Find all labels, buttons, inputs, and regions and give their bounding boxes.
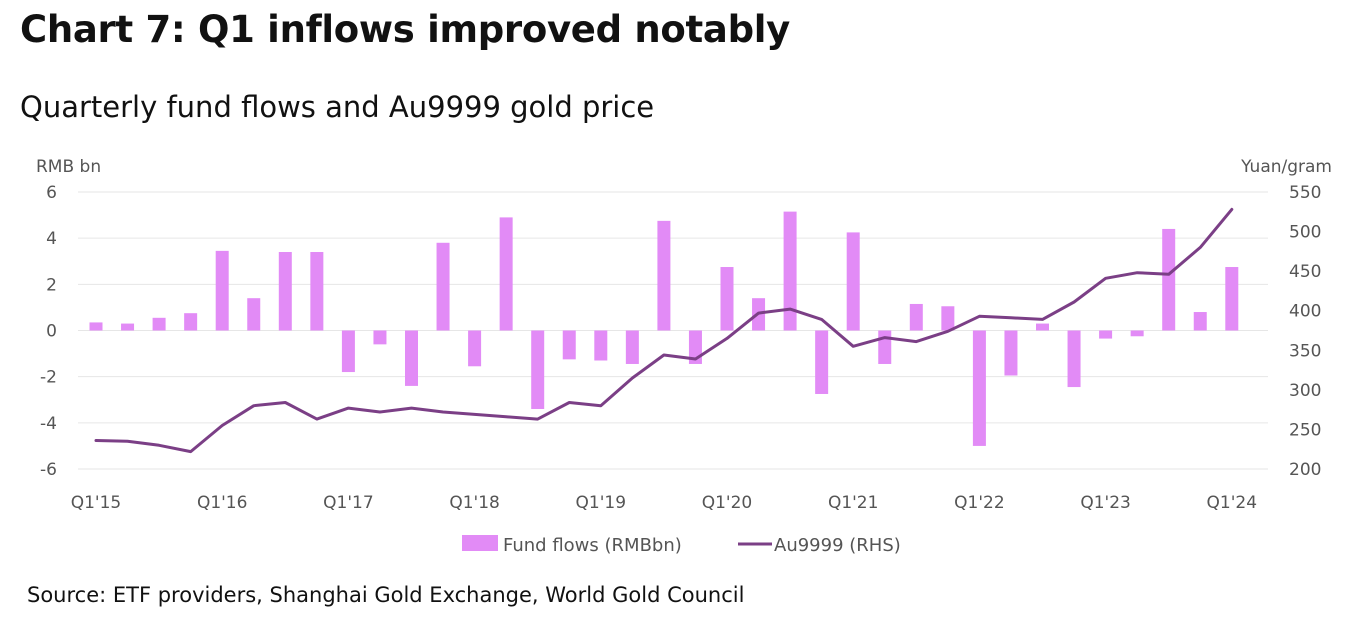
x-tick-label: Q1'18 (449, 493, 500, 513)
left-tick-label: 6 (46, 183, 57, 203)
fund-flow-bar (278, 252, 292, 331)
source-note: Source: ETF providers, Shanghai Gold Exc… (27, 583, 745, 607)
fund-flow-bar (310, 252, 324, 331)
left-axis-title: RMB bn (36, 157, 101, 177)
fund-flow-bar (846, 232, 860, 331)
left-tick-label: -6 (40, 460, 57, 480)
fund-flow-bar (373, 330, 387, 345)
fund-flow-bar (625, 330, 639, 364)
fund-flow-bar (878, 330, 892, 364)
fund-flow-bar (1004, 330, 1018, 376)
right-axis-title: Yuan/gram (1240, 157, 1332, 177)
fund-flow-bar (941, 306, 955, 331)
right-tick-label: 200 (1289, 460, 1321, 480)
left-tick-label: -4 (40, 414, 57, 434)
fund-flow-bar (215, 250, 229, 331)
fund-flow-bar (405, 330, 418, 386)
fund-flow-bar (594, 330, 608, 361)
fund-flow-bar (184, 313, 198, 331)
fund-flow-bar (1067, 330, 1081, 388)
x-tick-label: Q1'17 (323, 493, 374, 513)
fund-flow-bar (1099, 330, 1113, 339)
fund-flow-bar (783, 211, 797, 331)
fund-flow-bar (121, 323, 135, 331)
left-tick-label: -2 (40, 368, 57, 388)
fund-flow-bar (909, 303, 923, 331)
legend-label-au9999: Au9999 (RHS) (774, 535, 901, 556)
right-tick-label: 250 (1289, 420, 1321, 440)
au9999-line-group (94, 207, 1234, 454)
fund-flow-bar (972, 330, 986, 446)
right-tick-label: 550 (1289, 183, 1321, 203)
fund-flow-bar (1225, 267, 1239, 331)
fund-flow-bar (1036, 323, 1049, 331)
fund-flow-bar (247, 298, 261, 331)
legend-swatch-fund-flows (462, 535, 498, 551)
fund-flow-bar (720, 267, 734, 331)
left-tick-label: 2 (46, 275, 57, 295)
x-tick-label: Q1'23 (1080, 493, 1131, 513)
fund-flow-bar (152, 317, 166, 331)
x-tick-label: Q1'20 (702, 493, 753, 513)
fund-flow-bars (89, 211, 1239, 446)
x-tick-label: Q1'15 (71, 493, 122, 513)
right-tick-label: 400 (1289, 302, 1321, 322)
right-axis-ticks: 550 500 450 400 350 300 250 200 (1289, 183, 1321, 480)
fund-flow-bar (531, 330, 545, 409)
au9999-line (94, 207, 1234, 454)
x-axis-ticks: Q1'15 Q1'16 Q1'17 Q1'18 Q1'19 Q1'20 Q1'21 Q1'22… (71, 493, 1257, 513)
right-tick-label: 350 (1289, 341, 1321, 361)
fund-flow-bar (1193, 312, 1207, 331)
right-tick-label: 300 (1289, 381, 1321, 401)
fund-flow-bar (1162, 228, 1176, 331)
left-tick-label: 4 (46, 229, 57, 249)
fund-flow-bar (341, 330, 355, 373)
right-tick-label: 500 (1289, 223, 1321, 243)
x-tick-label: Q1'16 (197, 493, 248, 513)
legend-label-fund-flows: Fund flows (RMBbn) (503, 535, 682, 556)
fund-flow-bar (89, 322, 103, 331)
x-tick-label: Q1'21 (828, 493, 879, 513)
fund-flow-bar (562, 330, 576, 360)
x-tick-label: Q1'22 (954, 493, 1005, 513)
right-tick-label: 450 (1289, 262, 1321, 282)
fund-flow-bar (499, 217, 513, 331)
left-tick-label: 0 (46, 322, 57, 342)
x-tick-label: Q1'19 (576, 493, 627, 513)
fund-flow-bar (468, 330, 482, 367)
legend: Fund flows (RMBbn) Au9999 (RHS) (462, 535, 901, 556)
chart-title: Chart 7: Q1 inflows improved notably (20, 8, 790, 51)
left-axis-ticks: 6 4 2 0 -2 -4 -6 (40, 183, 57, 480)
x-tick-label: Q1'24 (1207, 493, 1258, 513)
chart-subtitle: Quarterly fund flows and Au9999 gold pri… (20, 90, 655, 124)
fund-flow-bar (815, 330, 829, 394)
fund-flow-bar (657, 220, 671, 331)
fund-flow-bar (436, 242, 450, 331)
fund-flow-bar (1130, 330, 1144, 337)
